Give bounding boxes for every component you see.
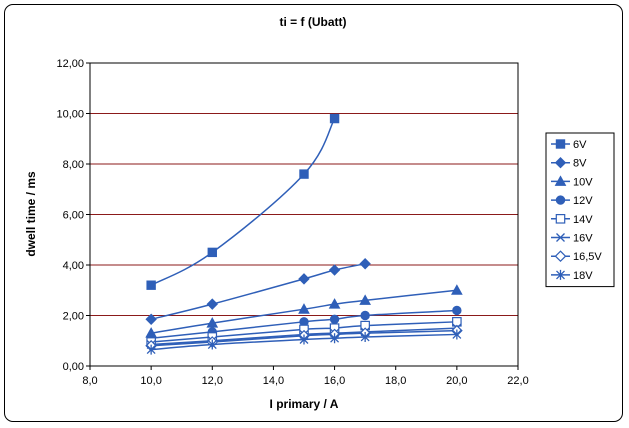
data-point — [328, 298, 341, 309]
data-point — [451, 284, 463, 295]
series-10v — [145, 284, 463, 338]
data-point — [299, 169, 309, 179]
legend-entry-14v: 14V — [551, 214, 593, 226]
data-point — [206, 298, 218, 310]
data-point — [328, 264, 341, 276]
axes — [86, 62, 519, 370]
series-6v — [146, 113, 340, 290]
series-line — [150, 118, 336, 286]
legend-label: 8V — [573, 158, 587, 170]
legend-marker — [555, 139, 566, 149]
legend-entry-12v: 12V — [551, 195, 593, 207]
series-18v — [146, 329, 462, 355]
legend-entry-16-5v: 16,5V — [551, 250, 602, 263]
legend-marker — [554, 156, 567, 169]
data-point — [359, 258, 371, 270]
legend-label: 6V — [573, 139, 587, 151]
y-tick-label: 12,00 — [56, 58, 84, 70]
x-tick-label: 12,0 — [202, 375, 223, 387]
x-axis-ticks: 8,0 10,0 12,0 14,0 16,0 18,0 20,0 22,0 — [82, 375, 528, 387]
data-point — [452, 329, 462, 340]
y-axis-ticks: 0,00 2,00 4,00 6,00 8,00 10,00 12,00 — [56, 58, 84, 373]
x-tick-label: 14,0 — [263, 375, 284, 387]
legend-label: 14V — [573, 214, 593, 226]
chart-title: ti = f (Ubatt) — [280, 15, 347, 29]
legend: 6V 8V 10V 12V 14V 16V 16,5V 18V — [545, 132, 615, 288]
data-point — [146, 280, 156, 290]
y-tick-label: 4,00 — [63, 260, 84, 272]
data-point — [359, 294, 371, 305]
data-point — [360, 310, 370, 321]
data-point — [452, 305, 462, 316]
y-tick-label: 2,00 — [63, 311, 84, 323]
y-tick-label: 8,00 — [63, 159, 84, 171]
data-point — [207, 247, 217, 258]
legend-entry-8v: 8V — [551, 156, 587, 170]
y-axis-label: dwell time / ms — [24, 171, 38, 257]
x-tick-label: 18,0 — [385, 375, 406, 387]
data-point — [298, 273, 310, 285]
series-8v — [145, 258, 371, 325]
data-point — [146, 344, 156, 355]
x-tick-label: 8,0 — [82, 375, 97, 387]
legend-entry-16v: 16V — [551, 233, 593, 245]
plot-border — [89, 62, 519, 367]
legend-marker — [554, 175, 567, 186]
y-tick-label: 10,00 — [56, 109, 84, 121]
legend-label: 12V — [573, 195, 593, 207]
x-tick-label: 20,0 — [446, 375, 467, 387]
data-point — [329, 113, 340, 124]
legend-entry-6v: 6V — [551, 139, 587, 151]
legend-entry-18v: 18V — [551, 270, 593, 282]
legend-label: 18V — [573, 270, 593, 282]
legend-label: 16V — [573, 233, 593, 245]
legend-marker — [555, 195, 566, 205]
data-point — [330, 333, 340, 344]
x-tick-label: 10,0 — [140, 375, 161, 387]
legend-label: 16,5V — [573, 251, 602, 263]
data-point — [329, 314, 340, 324]
legend-marker — [555, 214, 566, 224]
legend-box — [545, 132, 615, 288]
series-layer — [145, 113, 463, 355]
x-tick-label: 16,0 — [324, 375, 345, 387]
data-point — [298, 303, 310, 314]
y-tick-label: 6,00 — [63, 210, 84, 222]
legend-marker — [556, 233, 565, 242]
data-point — [299, 334, 309, 345]
legend-marker — [554, 250, 567, 263]
data-point — [207, 339, 217, 350]
x-axis-label: I primary / A — [270, 397, 339, 411]
data-point — [360, 331, 370, 342]
y-tick-label: 0,00 — [63, 361, 84, 373]
legend-entry-10v: 10V — [551, 175, 593, 188]
x-tick-label: 22,0 — [507, 375, 528, 387]
data-point — [206, 317, 219, 328]
legend-marker — [556, 269, 565, 280]
legend-label: 10V — [573, 176, 593, 188]
data-point — [145, 313, 157, 325]
